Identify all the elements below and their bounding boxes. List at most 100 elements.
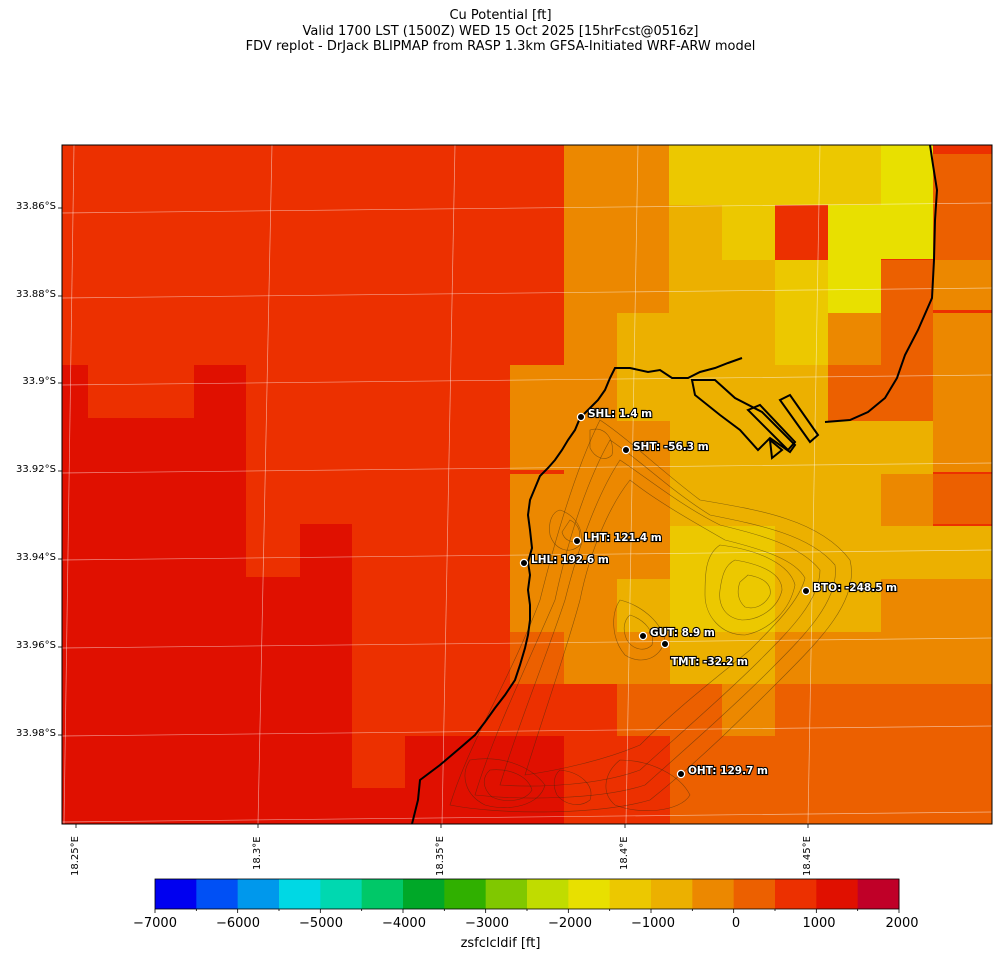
grid-cell	[775, 313, 828, 366]
lon-tick-label: 18.3°E	[252, 836, 263, 870]
colorbar-tick-label: −4000	[382, 916, 426, 931]
grid-cell	[617, 313, 670, 365]
station-marker	[519, 558, 529, 568]
station-marker	[572, 536, 582, 546]
colorbar-segment	[196, 879, 239, 909]
colorbar-segment	[651, 879, 693, 909]
grid-cell	[352, 788, 405, 824]
station-label: GUT: 8.9 m	[650, 627, 715, 639]
grid-cell	[510, 474, 564, 632]
grid-cell	[828, 205, 881, 260]
grid-cell	[669, 145, 775, 205]
colorbar-tick-label: −5000	[299, 916, 343, 931]
title-line-1: Cu Potential [ft]	[449, 8, 552, 23]
grid-cell	[933, 154, 992, 260]
lon-tick-label: 18.45°E	[802, 836, 813, 876]
grid-cell	[670, 313, 775, 421]
colorbar-tick-label: −7000	[133, 916, 177, 931]
grid-cell	[828, 313, 881, 366]
colorbar-segment	[237, 879, 280, 909]
colorbar-segment	[485, 879, 528, 909]
grid-cell	[564, 684, 617, 736]
lat-tick-label: 33.86°S	[16, 201, 56, 212]
colorbar-segment	[733, 879, 776, 909]
station-label: LHT: 121.4 m	[584, 532, 662, 544]
lat-tick-label: 33.9°S	[22, 376, 56, 387]
grid-cell	[881, 579, 992, 632]
station-marker	[621, 445, 631, 455]
grid-cell	[617, 684, 722, 736]
lat-tick-label: 33.98°S	[16, 728, 56, 739]
grid-cell	[775, 632, 881, 684]
station-marker	[660, 639, 670, 649]
grid-cell	[933, 474, 992, 524]
title-line-3: FDV replot - DrJack BLIPMAP from RASP 1.…	[245, 39, 756, 54]
grid-cell	[775, 526, 881, 579]
grid-cell	[564, 736, 670, 824]
colorbar-segment	[857, 879, 900, 909]
colorbar-tick-label: 2000	[885, 916, 919, 931]
grid-cell	[564, 632, 670, 684]
grid-cell	[775, 145, 881, 205]
harbour-outline	[690, 379, 820, 460]
grid-cell	[881, 474, 933, 526]
grid-cell	[933, 365, 992, 472]
figure-title: Cu Potential [ft] Valid 1700 LST (1500Z)…	[0, 8, 1001, 55]
grid-cell	[775, 421, 933, 474]
grid-cell	[775, 260, 828, 313]
grid-cell	[617, 579, 670, 632]
grid-cell	[722, 736, 933, 824]
grid-cell	[775, 474, 881, 526]
station-markers: SHL: 1.4 m SHT: -56.3 m LHT: 121.4 m LHL: 1…	[519, 407, 898, 779]
colorbar-segment	[155, 879, 197, 909]
grid-cell	[62, 365, 88, 824]
station-marker	[676, 769, 686, 779]
grid-cell	[933, 788, 992, 824]
colorbar-segment	[279, 879, 321, 909]
grid-cell	[828, 260, 881, 313]
lat-tick-label: 33.92°S	[16, 464, 56, 475]
grid-cell	[564, 421, 617, 474]
colorbar-segment	[568, 879, 611, 909]
title-line-2: Valid 1700 LST (1500Z) WED 15 Oct 2025 […	[302, 23, 699, 39]
grid-cell	[670, 579, 775, 632]
map-frame	[61, 144, 993, 825]
coastline	[411, 357, 743, 824]
coastline-north	[824, 145, 939, 423]
grid-cell	[722, 684, 775, 736]
colorbar	[154, 878, 900, 913]
graticule	[62, 145, 992, 824]
colorbar-segment	[320, 879, 363, 909]
cu-potential-grid	[62, 145, 992, 824]
grid-cell	[670, 474, 775, 526]
grid-cell	[564, 365, 617, 421]
grid-cell	[881, 260, 933, 313]
station-marker	[638, 631, 648, 641]
grid-cell	[300, 524, 352, 824]
grid-cell	[670, 736, 722, 824]
colorbar-tick-label: −2000	[548, 916, 592, 931]
grid-cell	[88, 418, 194, 824]
lon-tick-label: 18.25°E	[70, 836, 81, 876]
station-marker	[801, 586, 811, 596]
grid-cell	[617, 365, 670, 421]
grid-cell	[510, 632, 564, 684]
grid-cell	[510, 736, 564, 824]
station-label: OHT: 129.7 m	[688, 765, 768, 777]
grid-cell	[458, 145, 564, 154]
grid-cell	[881, 684, 992, 736]
colorbar-segment	[692, 879, 735, 909]
station-label: TMT: -32.2 m	[671, 656, 748, 668]
grid-cell	[510, 365, 564, 470]
lat-tick-label: 33.96°S	[16, 640, 56, 651]
station-label: LHL: 192.6 m	[531, 554, 609, 566]
colorbar-segment	[816, 879, 859, 909]
colorbar-segment	[444, 879, 487, 909]
station-label: SHT: -56.3 m	[633, 441, 709, 453]
grid-cell	[246, 577, 300, 824]
colorbar-segment	[775, 879, 817, 909]
colorbar-tick-label: −3000	[465, 916, 509, 931]
grid-cell	[617, 145, 669, 313]
grid-cell	[722, 205, 775, 260]
colorbar-tick-label: −1000	[631, 916, 675, 931]
